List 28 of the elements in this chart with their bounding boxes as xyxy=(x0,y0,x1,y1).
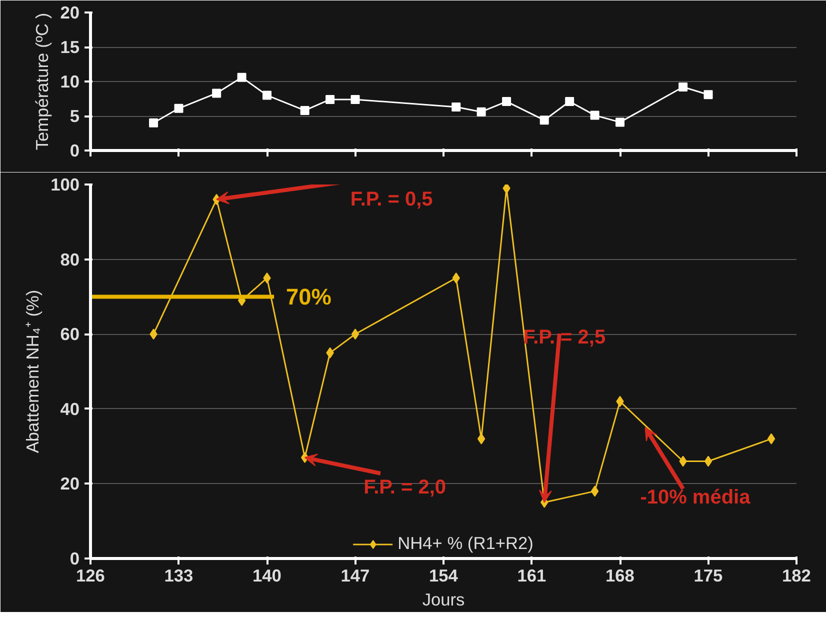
ref-line-label: 70% xyxy=(286,284,332,310)
y-tick-label: 80 xyxy=(60,249,80,270)
x-tick-label: 133 xyxy=(164,566,194,586)
annotation: -10% média xyxy=(640,486,752,509)
y-axis-title: Abattement NH₄⁺ (%) xyxy=(22,290,43,454)
y-tick-label: 60 xyxy=(60,324,80,344)
x-axis-title: Jours xyxy=(422,590,466,610)
y-tick-label: 40 xyxy=(60,398,80,419)
x-tick-label: 182 xyxy=(782,566,811,586)
y-tick-label: 5 xyxy=(70,106,80,126)
x-tick-label: 154 xyxy=(429,566,458,586)
legend-label: NH4+ % (R1+R2) xyxy=(398,533,534,554)
x-tick-label: 126 xyxy=(76,566,106,586)
annotation: F.P. = 0,5 xyxy=(350,188,433,210)
y-tick-label: 15 xyxy=(60,37,80,57)
y-axis-title: Température (ºC ) xyxy=(32,12,52,150)
x-tick-label: 168 xyxy=(606,566,635,586)
y-tick-label: 0 xyxy=(70,548,80,568)
annotation: F.P. = 2,0 xyxy=(364,476,446,499)
x-tick-label: 147 xyxy=(340,566,370,586)
x-tick-label: 161 xyxy=(517,566,547,586)
y-tick-label: 0 xyxy=(70,140,80,160)
y-tick-label: 20 xyxy=(60,474,80,494)
x-tick-label: 140 xyxy=(252,566,282,586)
x-tick-label: 175 xyxy=(694,566,724,586)
y-tick-label: 20 xyxy=(60,2,80,22)
y-tick-label: 100 xyxy=(50,174,80,194)
y-tick-label: 10 xyxy=(60,72,80,92)
